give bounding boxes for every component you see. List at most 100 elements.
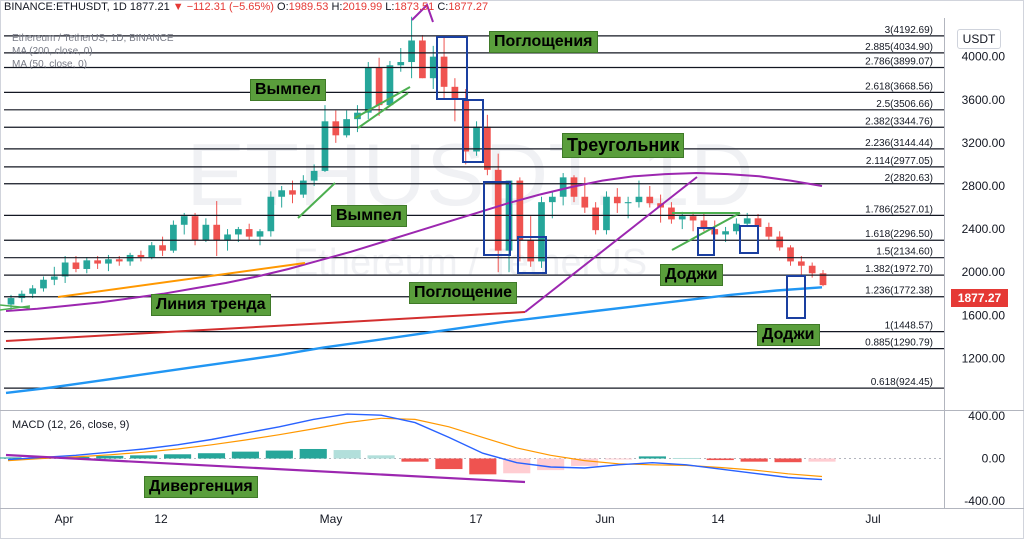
candle-body [386,65,394,106]
candle-body [624,202,632,204]
trend-line [57,262,306,298]
low-label: L: [385,1,395,13]
candle-body [733,223,740,232]
high-value: 2019.99 [342,1,383,13]
candle-body [527,239,535,262]
candle-body [765,226,773,237]
drawn-line-top [411,3,434,23]
candle-body [548,196,556,203]
price-tick-label: 2000.00 [962,265,1006,279]
candle-body [722,231,729,235]
candle-body [310,170,318,181]
candle-body [267,196,275,232]
candle-body [148,245,156,258]
macd-histogram-bar [638,456,666,459]
pattern-box [786,275,806,319]
pattern-box [697,227,715,256]
candle-body [613,196,621,204]
candle-body [18,293,26,299]
divergence-line [5,453,526,484]
macd-histogram-bar [469,458,497,475]
candle-body [668,207,675,220]
macd-legend[interactable]: MACD (12, 26, close, 9) [12,419,130,431]
fib-level-label: 1(1448.57) [885,321,933,332]
ma50-legend[interactable]: MA (50, close, 0) [12,59,88,70]
macd-histogram-bar [604,458,633,460]
ma200-legend[interactable]: MA (200, close, 0) [12,46,93,57]
candle-body [559,177,567,197]
fib-level-label: 2.618(3668.56) [865,81,933,92]
pennant-line [297,182,336,219]
macd-histogram-bar [231,451,259,459]
pattern-box [436,36,468,100]
macd-histogram-bar [503,458,531,474]
pennant-line [354,86,411,119]
annotation-treugolnik: Треугольник [562,133,685,158]
candle-body [40,279,47,289]
fib-level-label: 2.786(3899.07) [865,57,933,68]
candle-body [72,262,80,269]
candle-body [321,121,329,171]
price-tick-label: 3200.00 [962,136,1006,150]
fib-level-label: 1.236(1772.38) [865,286,933,297]
open-value: 1989.53 [288,1,329,13]
candle-body [397,62,405,66]
candle-body [170,224,177,251]
high-label: H: [331,1,343,13]
candle-body [83,260,91,269]
candle-body [819,273,827,286]
fib-level-label: 2.236(3144.44) [865,138,933,149]
candle-body [538,202,545,262]
candle-body [635,196,643,203]
open-label: O: [277,1,289,13]
candle-body [180,216,188,225]
candle-body [797,261,805,266]
time-tick-label: 17 [469,512,483,526]
triangle-support-line [524,176,698,313]
candle-body [592,207,599,231]
annotation-divergentsiya: Дивергенция [144,476,258,498]
fib-level-label: 2.114(2977.05) [866,156,933,167]
fib-level-label: 1.618(2296.50) [865,229,933,240]
candle-body [689,216,697,221]
annotation-dozhi-1: Доджи [660,264,723,286]
candle-body [581,196,589,208]
ma50-line [5,171,823,312]
macd-histogram-bar [333,450,361,459]
price-tick-label: 3600.00 [962,93,1006,107]
last-price-badge: 1877.27 [951,289,1008,307]
macd-histogram-bar [130,455,158,459]
symbol-label[interactable]: BINANCE:ETHUSDT, 1D [4,1,127,13]
macd-histogram-bar [808,458,836,462]
annotation-vympel-1: Вымпел [250,79,326,101]
candle-body [364,67,372,113]
series-description: Ethereum / TetherUS, 1D, BINANCE [12,33,174,44]
candle-body [224,234,231,240]
annotation-pogloscheniya: Поглощения [489,31,598,53]
pattern-box [483,181,511,256]
annotation-pogloschenie: Поглощение [409,282,518,304]
annotation-dozhi-2: Доджи [757,324,820,346]
macd-histogram-bar [401,458,429,462]
macd-histogram-bar [0,457,22,459]
close-label: C: [437,1,449,13]
pattern-box [462,99,484,163]
time-tick-label: 14 [711,512,725,526]
currency-button[interactable]: USDT [957,29,1001,49]
candle-body [678,216,686,220]
fib-level-label: 0.618(924.45) [871,377,933,388]
price-tick-label: 1600.00 [962,308,1006,322]
fib-level-label: 3(4192.69) [885,25,933,36]
fib-level-label: 2.885(4034.90) [865,42,933,53]
pattern-box [517,236,547,274]
candle-body [700,220,708,230]
candle-body [332,121,340,136]
candle-body [94,260,101,264]
candle-body [646,196,654,204]
macd-histogram-bar [774,458,802,463]
candle-body [159,245,166,251]
candle-body [451,86,459,100]
candle-body [278,190,286,197]
